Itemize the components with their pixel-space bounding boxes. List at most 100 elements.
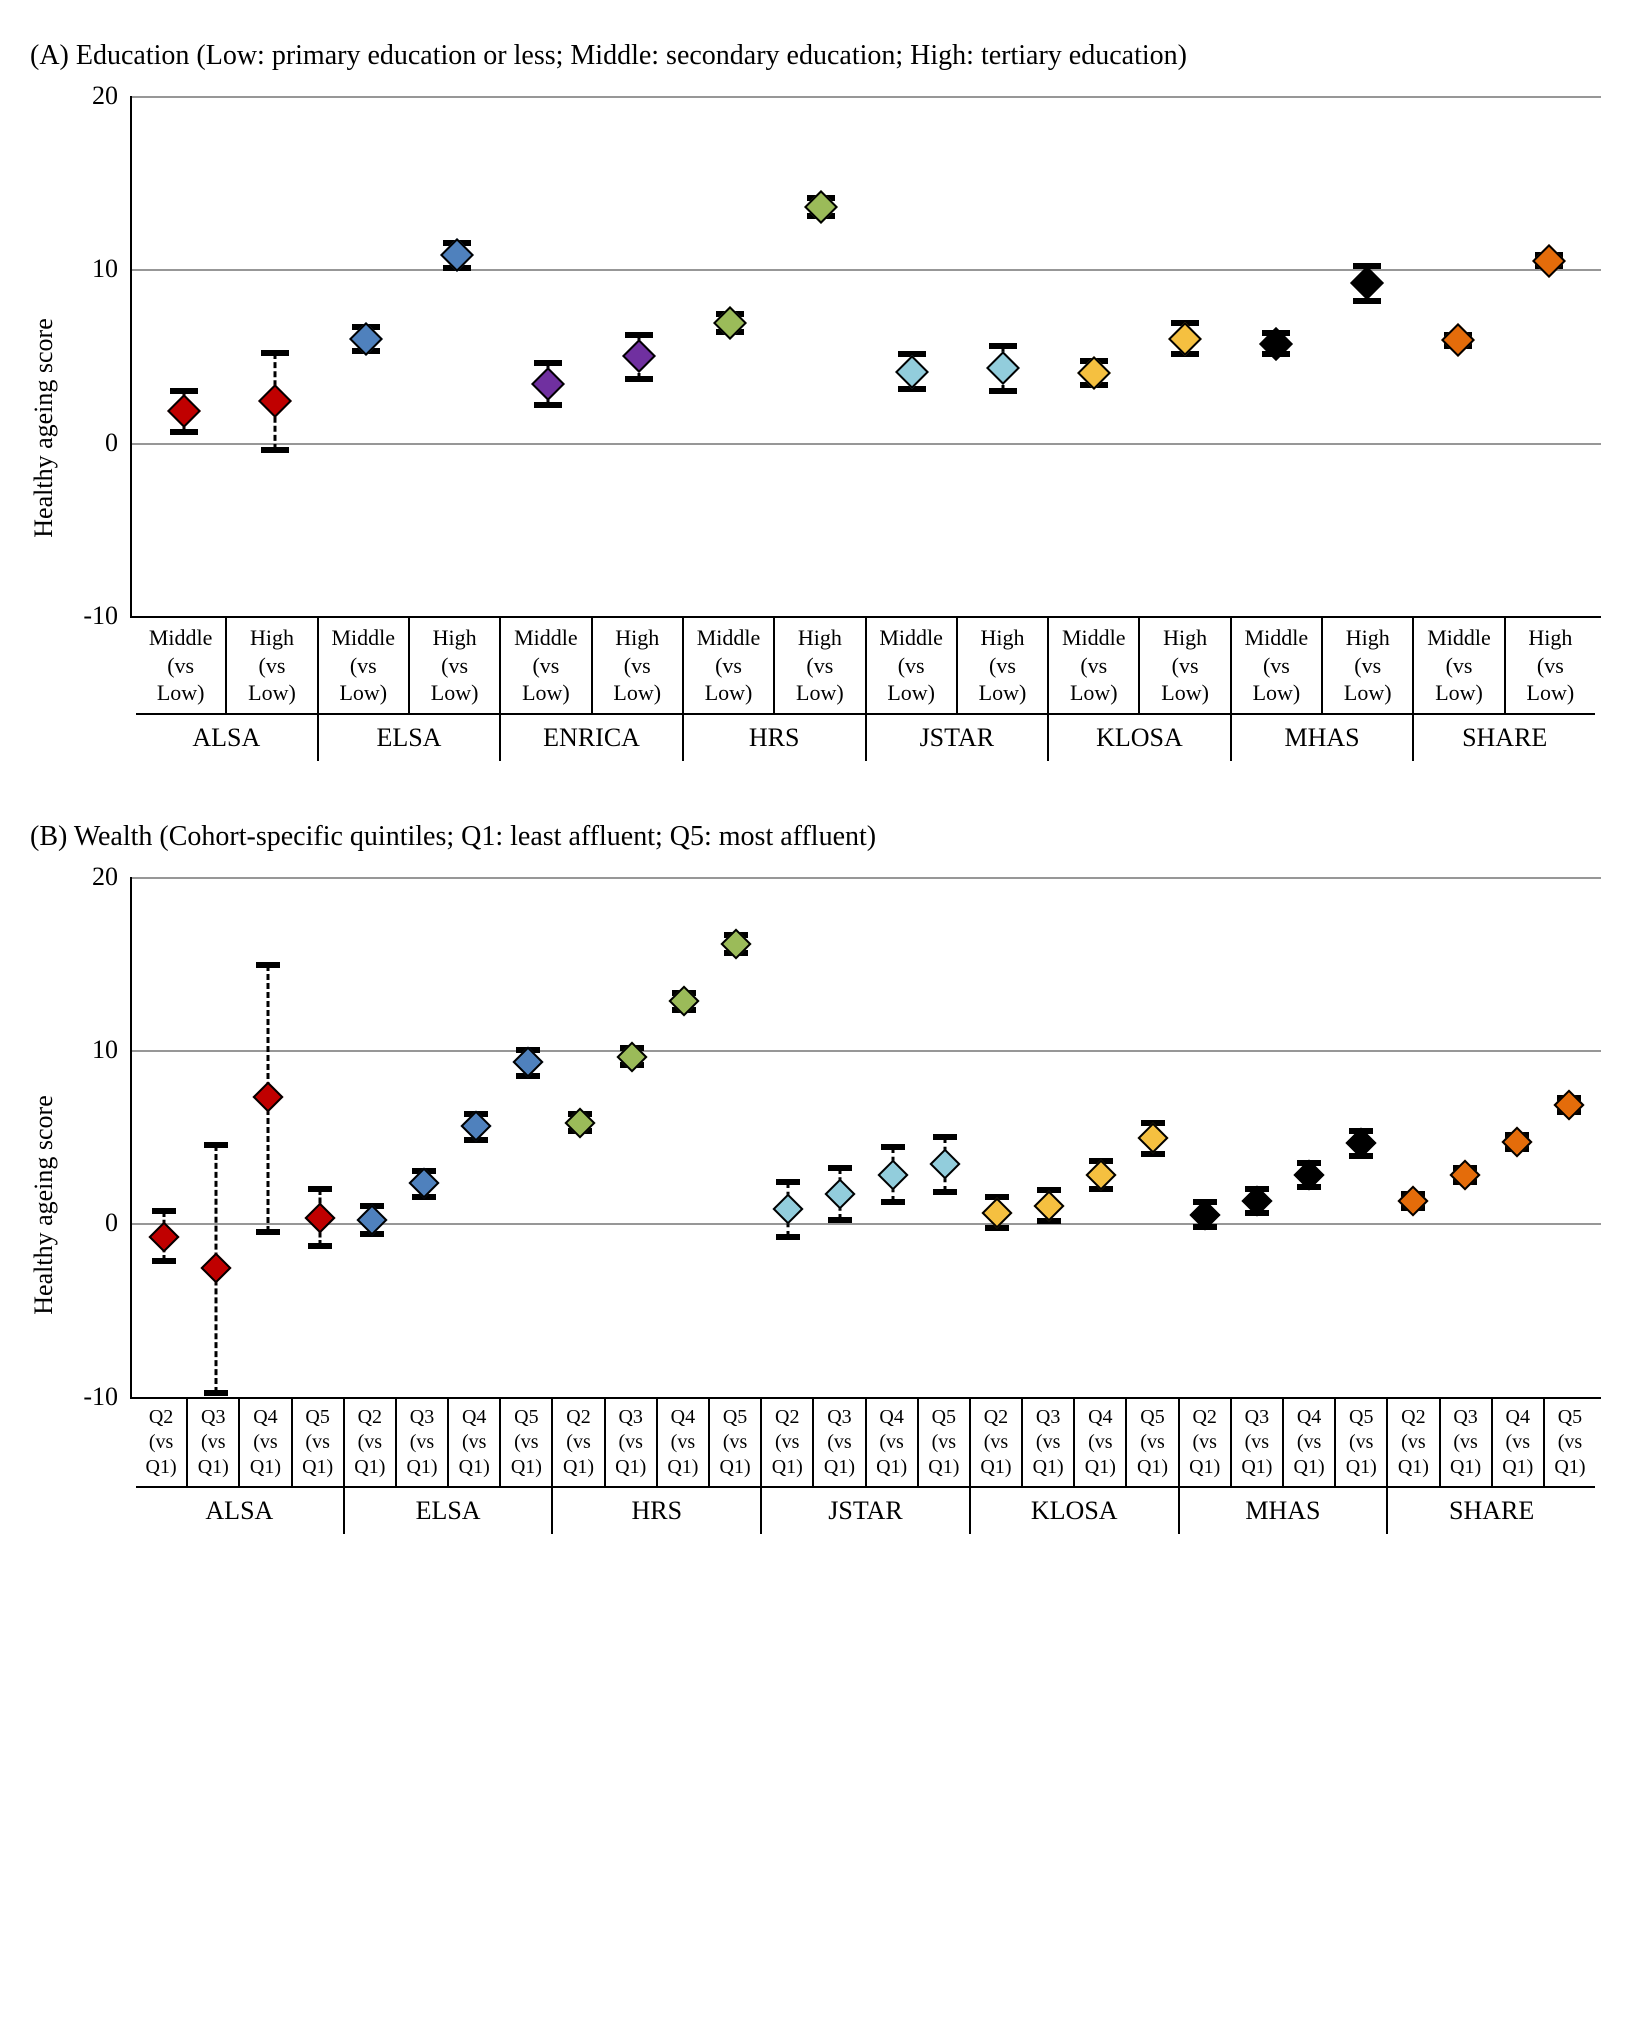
error-cap	[828, 1165, 852, 1171]
x-group-label: MHAS	[1232, 713, 1413, 761]
x-group-label: HRS	[684, 713, 865, 761]
error-cap	[989, 343, 1017, 349]
x-tick-label: Q2(vsQ1)	[553, 1399, 605, 1486]
y-axis-label: Healthy ageing score	[29, 319, 59, 538]
marker-diamond	[258, 384, 292, 418]
x-tick-label: Q4(vsQ1)	[449, 1399, 501, 1486]
error-cap	[534, 360, 562, 366]
x-tick-label: Middle(vsLow)	[1049, 618, 1140, 713]
x-tick-label: Q5(vsQ1)	[501, 1399, 551, 1486]
marker-diamond	[1033, 1190, 1064, 1221]
error-cap	[881, 1199, 905, 1205]
x-tick-label: Middle(vsLow)	[1414, 618, 1505, 713]
x-group-label: MHAS	[1180, 1486, 1387, 1534]
x-tick-label: Q2(vsQ1)	[762, 1399, 814, 1486]
x-group-label: HRS	[553, 1486, 760, 1534]
marker-diamond	[929, 1149, 960, 1180]
x-group: Q2(vsQ1)Q3(vsQ1)Q4(vsQ1)Q5(vsQ1)ELSA	[345, 1399, 554, 1534]
x-group-label: KLOSA	[971, 1486, 1178, 1534]
series-layer	[138, 96, 1595, 616]
y-axis-label: Healthy ageing score	[29, 1095, 59, 1314]
error-cap	[261, 447, 289, 453]
marker-diamond	[305, 1202, 336, 1233]
y-tick-label: 10	[92, 254, 118, 284]
x-tick-label: Q5(vsQ1)	[919, 1399, 969, 1486]
marker-diamond	[895, 355, 929, 389]
x-group-label: ELSA	[319, 713, 500, 761]
x-group: Middle(vsLow)High(vsLow)KLOSA	[1049, 618, 1232, 761]
marker-diamond	[986, 351, 1020, 385]
x-group-label: ELSA	[345, 1486, 552, 1534]
x-axis: Q2(vsQ1)Q3(vsQ1)Q4(vsQ1)Q5(vsQ1)ALSAQ2(v…	[136, 1399, 1595, 1534]
error-cap	[776, 1179, 800, 1185]
x-tick-label: Q3(vsQ1)	[1232, 1399, 1284, 1486]
error-cap	[989, 388, 1017, 394]
panel-title: (B) Wealth (Cohort-specific quintiles; Q…	[30, 821, 1611, 853]
x-tick-label: Q3(vsQ1)	[188, 1399, 240, 1486]
x-group: Q2(vsQ1)Q3(vsQ1)Q4(vsQ1)Q5(vsQ1)HRS	[553, 1399, 762, 1534]
x-tick-label: High(vsLow)	[593, 618, 682, 713]
error-cap	[152, 1208, 176, 1214]
marker-diamond	[1350, 266, 1384, 300]
series-layer	[138, 877, 1595, 1397]
marker-diamond	[148, 1221, 179, 1252]
x-group-label: KLOSA	[1049, 713, 1230, 761]
chart-panel-A: (A) Education (Low: primary education or…	[30, 40, 1611, 761]
y-tick-label: 20	[92, 81, 118, 111]
x-group-label: JSTAR	[762, 1486, 969, 1534]
x-tick-label: Middle(vsLow)	[867, 618, 958, 713]
x-tick-label: High(vsLow)	[1323, 618, 1412, 713]
x-tick-label: Q2(vsQ1)	[1180, 1399, 1232, 1486]
y-tick-label: 20	[92, 862, 118, 892]
x-group: Q2(vsQ1)Q3(vsQ1)Q4(vsQ1)Q5(vsQ1)MHAS	[1180, 1399, 1389, 1534]
y-tick-label: 10	[92, 1035, 118, 1065]
x-tick-label: Q4(vsQ1)	[1284, 1399, 1336, 1486]
error-cap	[204, 1390, 228, 1396]
x-group: Middle(vsLow)High(vsLow)SHARE	[1414, 618, 1595, 761]
marker-diamond	[531, 367, 565, 401]
marker-diamond	[877, 1159, 908, 1190]
error-cap	[776, 1234, 800, 1240]
x-tick-label: Q3(vsQ1)	[397, 1399, 449, 1486]
marker-diamond	[200, 1253, 231, 1284]
x-tick-label: Q3(vsQ1)	[1441, 1399, 1493, 1486]
error-cap	[256, 1229, 280, 1235]
y-tick-label: 0	[105, 1208, 118, 1238]
x-axis: Middle(vsLow)High(vsLow)ALSAMiddle(vsLow…	[136, 618, 1595, 761]
marker-diamond	[1441, 323, 1475, 357]
x-tick-label: Middle(vsLow)	[136, 618, 227, 713]
chart-panel-B: (B) Wealth (Cohort-specific quintiles; Q…	[30, 821, 1611, 1534]
x-group: Middle(vsLow)High(vsLow)MHAS	[1232, 618, 1415, 761]
error-cap	[828, 1217, 852, 1223]
x-group: Q2(vsQ1)Q3(vsQ1)Q4(vsQ1)Q5(vsQ1)JSTAR	[762, 1399, 971, 1534]
x-group: Q2(vsQ1)Q3(vsQ1)Q4(vsQ1)Q5(vsQ1)SHARE	[1388, 1399, 1595, 1534]
plot-area: -1001020	[130, 96, 1601, 618]
x-group-label: ALSA	[136, 1486, 343, 1534]
x-tick-label: Q5(vsQ1)	[710, 1399, 760, 1486]
x-tick-label: Q4(vsQ1)	[1493, 1399, 1545, 1486]
marker-diamond	[167, 394, 201, 428]
y-tick-label: -10	[83, 601, 118, 631]
marker-diamond	[981, 1197, 1012, 1228]
x-group-label: ALSA	[136, 713, 317, 761]
error-cap	[256, 962, 280, 968]
x-tick-label: Q2(vsQ1)	[345, 1399, 397, 1486]
x-group: Q2(vsQ1)Q3(vsQ1)Q4(vsQ1)Q5(vsQ1)ALSA	[136, 1399, 345, 1534]
error-cap	[933, 1134, 957, 1140]
error-cap	[534, 402, 562, 408]
x-tick-label: Q3(vsQ1)	[814, 1399, 866, 1486]
y-tick-label: 0	[105, 428, 118, 458]
x-tick-label: Q2(vsQ1)	[971, 1399, 1023, 1486]
error-cap	[308, 1186, 332, 1192]
x-group: Middle(vsLow)High(vsLow)ENRICA	[501, 618, 684, 761]
x-group: Middle(vsLow)High(vsLow)HRS	[684, 618, 867, 761]
x-tick-label: High(vsLow)	[1506, 618, 1595, 713]
marker-diamond	[773, 1194, 804, 1225]
x-tick-label: High(vsLow)	[775, 618, 864, 713]
marker-diamond	[1532, 244, 1566, 278]
x-tick-label: Q3(vsQ1)	[606, 1399, 658, 1486]
x-tick-label: Q3(vsQ1)	[1023, 1399, 1075, 1486]
x-group-label: JSTAR	[867, 713, 1048, 761]
x-tick-label: Middle(vsLow)	[1232, 618, 1323, 713]
error-cap	[170, 429, 198, 435]
